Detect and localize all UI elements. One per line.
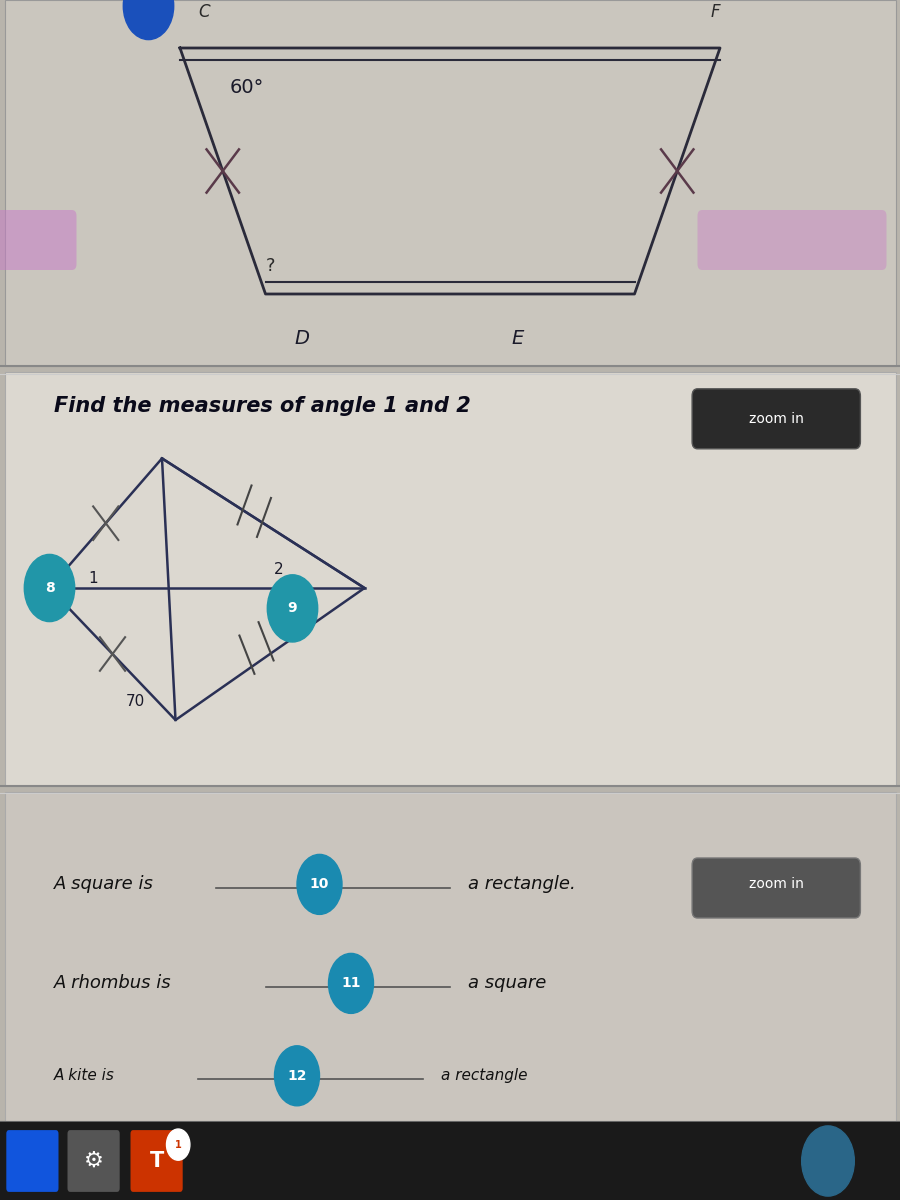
Text: ?: ?: [266, 257, 275, 275]
Circle shape: [274, 1045, 320, 1106]
Text: 12: 12: [287, 1069, 307, 1082]
FancyBboxPatch shape: [0, 210, 76, 270]
Text: 1: 1: [175, 1140, 182, 1150]
Circle shape: [123, 0, 174, 40]
Text: 60°: 60°: [230, 78, 264, 97]
FancyBboxPatch shape: [4, 372, 896, 786]
Text: 11: 11: [341, 977, 361, 990]
Text: a square: a square: [468, 974, 546, 992]
Circle shape: [802, 1126, 854, 1196]
Text: F: F: [711, 2, 721, 20]
Text: D: D: [294, 329, 309, 348]
Text: 70: 70: [125, 695, 145, 709]
FancyBboxPatch shape: [698, 210, 886, 270]
FancyBboxPatch shape: [4, 792, 896, 1122]
Circle shape: [297, 854, 342, 914]
Circle shape: [166, 1129, 190, 1160]
Text: zoom in: zoom in: [750, 412, 804, 426]
Circle shape: [24, 554, 75, 622]
Text: a rectangle: a rectangle: [441, 1068, 527, 1084]
FancyBboxPatch shape: [692, 389, 860, 449]
Text: 10: 10: [310, 877, 329, 892]
FancyBboxPatch shape: [4, 0, 896, 366]
Text: E: E: [511, 329, 524, 348]
Text: Find the measures of angle 1 and 2: Find the measures of angle 1 and 2: [54, 396, 471, 416]
Text: A kite is: A kite is: [54, 1068, 115, 1084]
Text: A rhombus is: A rhombus is: [54, 974, 172, 992]
Text: C: C: [198, 2, 210, 20]
Text: ⚙: ⚙: [84, 1151, 104, 1171]
FancyBboxPatch shape: [6, 1130, 58, 1192]
Text: T: T: [149, 1151, 164, 1171]
Text: a rectangle.: a rectangle.: [468, 876, 576, 893]
FancyBboxPatch shape: [68, 1130, 120, 1192]
Circle shape: [267, 575, 318, 642]
FancyBboxPatch shape: [0, 1122, 900, 1200]
Text: 2: 2: [274, 563, 284, 577]
Text: 9: 9: [288, 601, 297, 616]
Text: zoom in: zoom in: [750, 877, 804, 892]
Text: 1: 1: [88, 571, 97, 586]
Text: A square is: A square is: [54, 876, 154, 893]
Circle shape: [328, 953, 374, 1013]
FancyBboxPatch shape: [692, 858, 860, 918]
Text: 8: 8: [45, 581, 54, 595]
FancyBboxPatch shape: [130, 1130, 183, 1192]
